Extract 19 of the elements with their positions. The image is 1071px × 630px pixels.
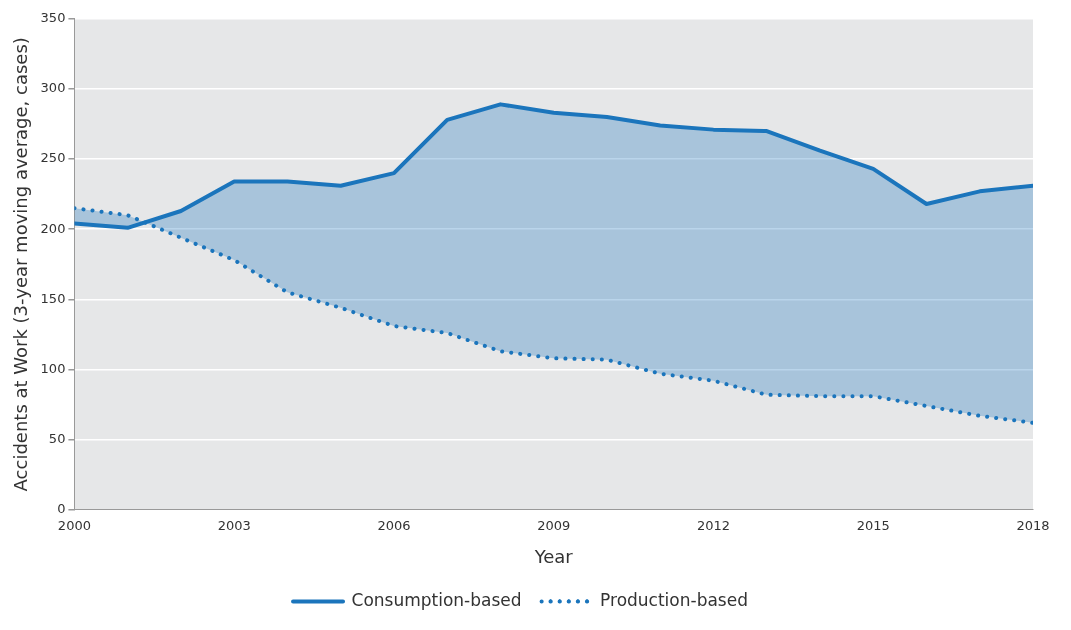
x-tick-label: 2000 — [57, 517, 91, 533]
x-tick-label: 2003 — [217, 517, 251, 533]
y-axis-title: Accidents at Work (3-year moving average, cases) — [10, 37, 32, 492]
y-tick-label: 350 — [40, 10, 66, 26]
y-tick-label: 200 — [40, 220, 66, 236]
y-tick-label: 300 — [40, 80, 66, 96]
x-tick-label: 2006 — [377, 517, 411, 533]
x-axis-title: Year — [533, 545, 574, 567]
x-tick-label: 2015 — [856, 517, 890, 533]
y-tick-label: 50 — [48, 431, 66, 447]
legend-label: Consumption-based — [351, 589, 522, 610]
x-tick-label: 2012 — [696, 517, 731, 533]
y-tick-label: 150 — [40, 290, 66, 306]
y-tick-label: 100 — [40, 360, 66, 376]
y-tick-label: 250 — [40, 150, 66, 166]
x-tick-label: 2018 — [1016, 517, 1050, 533]
x-tick-label: 2009 — [537, 517, 571, 533]
legend-label: Production-based — [600, 589, 748, 610]
y-tick-label: 0 — [57, 501, 66, 517]
